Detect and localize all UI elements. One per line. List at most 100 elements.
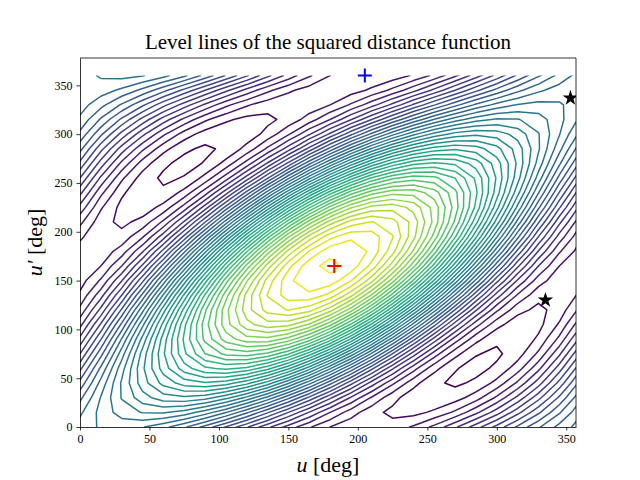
y-tick-mark bbox=[77, 281, 81, 282]
contour-line bbox=[80, 76, 576, 427]
frame-right bbox=[576, 58, 577, 427]
contour-line bbox=[137, 130, 523, 401]
y-tick: 100 bbox=[55, 323, 81, 337]
contour-line bbox=[80, 76, 576, 427]
contour-line bbox=[129, 125, 531, 407]
contour-line bbox=[178, 159, 483, 373]
contour-line bbox=[222, 190, 439, 342]
contour-line bbox=[320, 259, 341, 274]
chart: 0 50 100 150 200 250 300 350 0 50 100 150 200 250 300 3… bbox=[0, 0, 640, 480]
y-tick: 350 bbox=[55, 79, 81, 93]
contour-line bbox=[80, 76, 576, 427]
x-tick: 0 bbox=[78, 427, 84, 446]
contour-line bbox=[228, 194, 432, 337]
x-axis-line bbox=[81, 427, 577, 428]
contour-line bbox=[80, 76, 576, 427]
contour-line bbox=[208, 180, 452, 351]
plus-marker bbox=[327, 259, 341, 273]
contour-line bbox=[242, 204, 417, 327]
frame-top bbox=[80, 58, 576, 59]
contour-line bbox=[267, 222, 393, 311]
x-tick: 350 bbox=[558, 427, 576, 446]
y-axis: 0 50 100 150 200 250 300 350 bbox=[55, 59, 81, 435]
y-tick-label: 0 bbox=[67, 420, 73, 434]
x-tick-mark bbox=[149, 427, 150, 431]
x-tick: 250 bbox=[419, 427, 437, 446]
y-tick-label: 50 bbox=[61, 372, 73, 386]
contour-line bbox=[80, 76, 576, 427]
contour-line bbox=[80, 76, 576, 427]
contour-line bbox=[80, 76, 576, 427]
contour-line bbox=[96, 76, 564, 427]
contour-line bbox=[171, 154, 488, 377]
x-tick-mark bbox=[566, 427, 567, 431]
contour-line bbox=[80, 76, 576, 427]
y-tick: 250 bbox=[55, 176, 81, 190]
contour-line bbox=[80, 76, 576, 427]
y-tick-mark bbox=[77, 134, 81, 135]
contour-line bbox=[183, 163, 477, 370]
y-tick-label: 250 bbox=[55, 176, 73, 190]
y-tick-label: 100 bbox=[55, 323, 73, 337]
contour-line bbox=[121, 119, 540, 413]
x-tick: 200 bbox=[349, 427, 367, 446]
y-tick: 300 bbox=[55, 127, 81, 141]
y-tick-label: 150 bbox=[55, 274, 73, 288]
x-tick-label: 200 bbox=[349, 432, 367, 446]
x-tick-label: 100 bbox=[210, 432, 228, 446]
x-axis: 0 50 100 150 200 250 300 350 bbox=[78, 427, 577, 446]
y-tick-mark bbox=[77, 427, 81, 428]
y-tick: 200 bbox=[55, 225, 81, 239]
x-tick-mark bbox=[497, 427, 498, 431]
contour-line bbox=[158, 145, 502, 387]
y-tick-label: 200 bbox=[55, 225, 73, 239]
contour-line bbox=[152, 141, 508, 391]
y-tick: 150 bbox=[55, 274, 81, 288]
x-axis-title: u [deg] bbox=[297, 452, 360, 477]
chart-title: Level lines of the squared distance func… bbox=[145, 30, 512, 54]
star-marker bbox=[538, 292, 554, 307]
y-tick-mark bbox=[77, 378, 81, 379]
x-tick-mark bbox=[358, 427, 359, 431]
x-tick-label: 250 bbox=[419, 432, 437, 446]
x-tick: 100 bbox=[210, 427, 228, 446]
x-tick-mark bbox=[80, 427, 81, 431]
contour-line bbox=[144, 135, 516, 396]
contour-line bbox=[80, 76, 576, 427]
contour-line bbox=[164, 149, 496, 382]
x-tick-label: 150 bbox=[280, 432, 298, 446]
x-tick-label: 0 bbox=[78, 432, 84, 446]
contour-line bbox=[190, 167, 471, 364]
star-marker bbox=[563, 90, 576, 105]
contour-line bbox=[251, 211, 408, 322]
contour-line bbox=[80, 76, 576, 427]
contour-line bbox=[202, 176, 458, 356]
x-tick: 300 bbox=[488, 427, 506, 446]
contour-line bbox=[215, 185, 445, 347]
y-axis-title: u′ [deg] bbox=[22, 209, 47, 277]
plus-marker bbox=[358, 69, 372, 83]
contour-line bbox=[259, 216, 400, 315]
contour-line bbox=[80, 76, 576, 427]
x-tick-label: 350 bbox=[558, 432, 576, 446]
y-tick-mark bbox=[77, 85, 81, 86]
contour-line bbox=[281, 231, 380, 300]
y-tick: 0 bbox=[67, 420, 81, 434]
contour-line bbox=[293, 240, 367, 292]
x-tick-mark bbox=[219, 427, 220, 431]
x-tick: 50 bbox=[144, 427, 156, 446]
y-tick-label: 350 bbox=[55, 79, 73, 93]
x-tick-mark bbox=[427, 427, 428, 431]
y-tick-mark bbox=[77, 183, 81, 184]
x-tick-mark bbox=[288, 427, 289, 431]
x-tick-label: 50 bbox=[144, 432, 156, 446]
y-tick-mark bbox=[77, 329, 81, 330]
y-tick-mark bbox=[77, 232, 81, 233]
y-tick-label: 300 bbox=[55, 127, 73, 141]
contour-line bbox=[235, 199, 424, 332]
contour-line bbox=[196, 172, 463, 360]
markers bbox=[327, 69, 576, 307]
contour-line bbox=[80, 76, 576, 427]
contour-line bbox=[80, 76, 576, 427]
contour-line bbox=[111, 112, 550, 420]
